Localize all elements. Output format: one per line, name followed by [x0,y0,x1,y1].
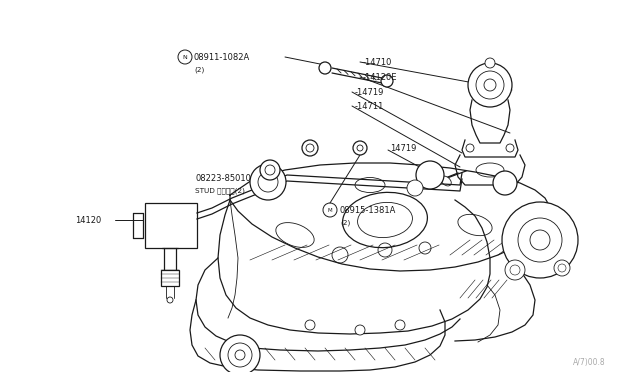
Text: A/7)00.8: A/7)00.8 [573,357,605,366]
Text: -14120E: -14120E [363,73,397,81]
Circle shape [505,260,525,280]
Text: -14711: -14711 [355,102,385,110]
Circle shape [407,180,423,196]
Text: STUD スタッド(2): STUD スタッド(2) [195,188,245,194]
Ellipse shape [441,176,451,186]
Circle shape [502,202,578,278]
Circle shape [485,58,495,68]
Text: 08915-1381A: 08915-1381A [340,205,396,215]
Circle shape [493,171,517,195]
Text: (2): (2) [194,67,204,73]
Circle shape [260,160,280,180]
Circle shape [395,320,405,330]
Text: (2): (2) [340,220,350,226]
Text: -14710: -14710 [363,58,392,67]
Circle shape [554,260,570,276]
Text: M: M [328,208,332,212]
Circle shape [506,144,514,152]
Circle shape [302,140,318,156]
Circle shape [381,75,393,87]
Circle shape [416,161,444,189]
Circle shape [319,62,331,74]
Text: N: N [182,55,188,60]
Text: 08223-85010: 08223-85010 [195,173,251,183]
Circle shape [355,325,365,335]
Text: 14719: 14719 [390,144,417,153]
Text: -14719: -14719 [355,87,385,96]
Text: 08911-1082A: 08911-1082A [194,52,250,61]
Polygon shape [161,270,179,286]
Circle shape [305,320,315,330]
Circle shape [468,63,512,107]
Bar [145,203,197,248]
Text: 14120: 14120 [75,215,101,224]
Circle shape [220,335,260,372]
Circle shape [466,144,474,152]
Circle shape [353,141,367,155]
Circle shape [250,164,286,200]
